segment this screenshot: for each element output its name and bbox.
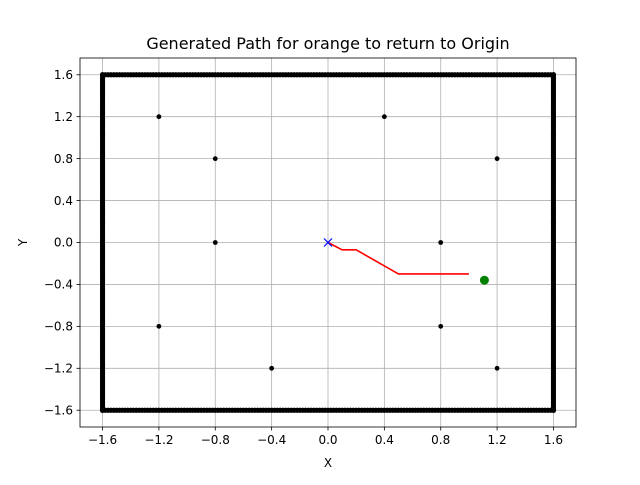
x-tick-label: 0.0	[318, 433, 337, 447]
obstacle-point	[438, 323, 444, 329]
y-tick-label: 0.0	[54, 236, 73, 250]
obstacle-point	[212, 156, 218, 162]
obstacle-point	[269, 365, 275, 371]
obstacle-point	[438, 240, 444, 245]
y-tick-label: 0.8	[54, 152, 73, 166]
x-tick-label: −0.4	[257, 433, 286, 447]
obstacle-point	[212, 240, 218, 245]
origin-marker-stroke	[323, 238, 333, 247]
y-tick-label: 0.4	[54, 194, 73, 208]
boundary-point	[550, 407, 557, 413]
obstacle-point	[156, 323, 162, 329]
x-tick-label: −1.2	[144, 433, 173, 447]
path-layer	[327, 241, 469, 275]
origin-marker	[323, 238, 333, 247]
boundary-point	[550, 72, 557, 78]
y-tick-label: −0.8	[44, 320, 73, 334]
y-tick-label: 1.2	[54, 110, 73, 124]
x-tick-label: 0.8	[431, 433, 450, 447]
obstacle-points	[156, 114, 500, 371]
boundary-points	[99, 72, 557, 413]
path-line	[327, 241, 469, 275]
y-tick-label: −1.2	[44, 361, 73, 375]
x-axis-label: X	[324, 456, 332, 470]
x-tick-label: 0.4	[375, 433, 394, 447]
x-tick-label: −0.8	[201, 433, 230, 447]
obstacle-point	[156, 114, 162, 120]
x-tick-label: 1.2	[488, 433, 507, 447]
agent-point	[479, 275, 489, 285]
y-tick-label: −0.4	[44, 278, 73, 292]
x-tick-label: −1.6	[88, 433, 117, 447]
boundary-point	[99, 72, 106, 78]
obstacle-point	[381, 114, 387, 120]
y-tick-label: 1.6	[54, 68, 73, 82]
ticks: −1.6 −1.2 −0.8 −0.4 0.0 0.4 0.8 1.2 1.6 −1.6 −1.2 −…	[44, 68, 563, 447]
obstacle-point	[494, 365, 500, 371]
y-axis-label: Y	[16, 238, 30, 247]
marker-layer	[323, 238, 489, 285]
obstacle-point	[494, 156, 500, 162]
y-tick-label: −1.6	[44, 403, 73, 417]
chart-title: Generated Path for orange to return to O…	[146, 34, 509, 53]
x-tick-label: 1.6	[544, 433, 563, 447]
